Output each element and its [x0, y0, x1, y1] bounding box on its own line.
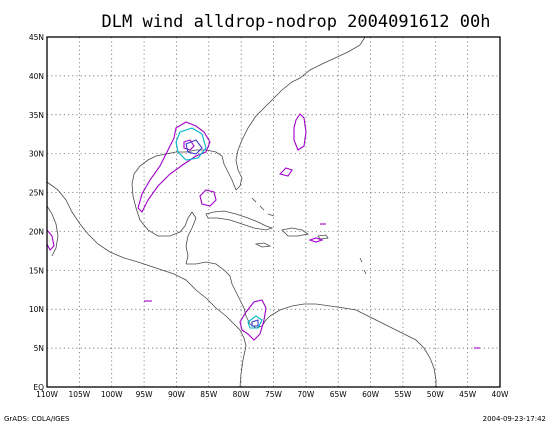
contour-panama: [239, 299, 267, 341]
longitude-tick-labels: 110W 105W 100W 95W 90W 85W 80W 75W 70W 65W 60W 55W 5…: [36, 390, 509, 399]
coastline-cuba: [205, 210, 274, 231]
lon-tick-label: 105W: [68, 390, 90, 399]
coastline-lesser-antilles: [359, 257, 367, 275]
coastline-bahamas: [251, 197, 275, 217]
lon-tick-label: 90W: [168, 390, 186, 399]
lon-tick-label: 95W: [136, 390, 154, 399]
lon-tick-label: 70W: [297, 390, 315, 399]
lat-tick-label: 20N: [29, 227, 44, 236]
lat-tick-label: EQ: [33, 383, 44, 392]
contour-caribbean-east: [308, 237, 324, 243]
map-title: DLM wind alldrop-nodrop 2004091612 00h: [102, 12, 491, 32]
contour-atlantic-north: [293, 113, 307, 151]
contour-panama-blue: [251, 319, 259, 327]
wind-difference-contours: [46, 113, 480, 349]
latitude-tick-labels: EQ 5N 10N 15N 20N 25N 30N 35N 40N 45N: [29, 33, 44, 392]
lat-tick-label: 5N: [34, 344, 44, 353]
coastline-south-america: [269, 303, 437, 387]
lat-tick-label: 45N: [29, 33, 44, 42]
lon-tick-label: 50W: [427, 390, 445, 399]
lat-tick-label: 30N: [29, 150, 44, 159]
contour-atlantic-mid: [278, 167, 293, 177]
lat-tick-label: 35N: [29, 111, 44, 120]
coastline-us-east: [235, 36, 366, 191]
footer-timestamp: 2004-09-23-17:42: [483, 415, 546, 423]
coastline-baja: [46, 205, 59, 257]
coastline-hispaniola: [281, 227, 310, 237]
contour-gulf-inner: [183, 139, 195, 151]
contour-gulf-cyan: [175, 127, 207, 161]
plot-area: [46, 36, 501, 388]
lat-tick-label: 15N: [29, 266, 44, 275]
coastline-pacific: [46, 181, 247, 388]
lat-tick-label: 10N: [29, 305, 44, 314]
coastline-puerto-rico: [317, 234, 329, 240]
lon-tick-label: 60W: [362, 390, 380, 399]
lon-tick-label: 85W: [200, 390, 218, 399]
contour-gulf-main: [137, 121, 211, 213]
contour-gulf-south: [199, 189, 217, 207]
plot-frame: [46, 36, 501, 388]
coastline-yucatan: [185, 211, 197, 265]
lon-tick-label: 75W: [265, 390, 283, 399]
lon-tick-label: 100W: [101, 390, 123, 399]
lon-tick-label: 65W: [330, 390, 348, 399]
lat-tick-label: 25N: [29, 189, 44, 198]
lat-tick-label: 40N: [29, 72, 44, 81]
lon-tick-label: 80W: [233, 390, 251, 399]
contour-gulf-blue: [185, 139, 203, 155]
lon-tick-label: 110W: [36, 390, 58, 399]
lon-tick-label: 40W: [492, 390, 510, 399]
coastlines: [46, 36, 437, 388]
coastline-jamaica: [254, 242, 272, 248]
lon-tick-label: 45W: [459, 390, 477, 399]
contour-pacific-west: [46, 229, 55, 251]
contour-panama-cyan: [247, 315, 263, 329]
coastline-gulf: [131, 149, 237, 237]
lon-tick-label: 55W: [394, 390, 412, 399]
footer-credit: GrADS: COLA/IGES: [4, 415, 70, 423]
